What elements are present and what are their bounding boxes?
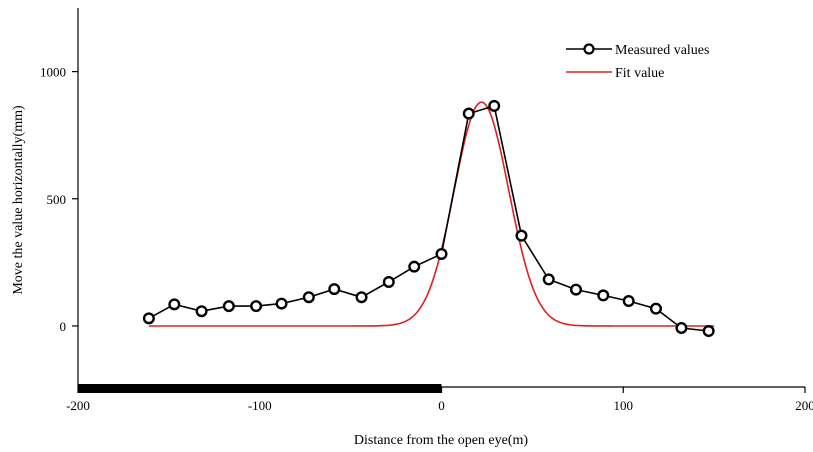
legend: Measured values Fit value [566, 43, 709, 81]
x-tick-labels: -200 -100 0 100 200 [66, 398, 813, 413]
measured-point [408, 260, 421, 273]
x-tick-label: 100 [614, 398, 634, 413]
y-tick-label: 1000 [40, 65, 66, 80]
measured-point [435, 247, 448, 260]
measured-point [649, 302, 662, 315]
x-tick-label: -200 [66, 398, 90, 413]
y-tick-label: 0 [60, 319, 67, 334]
measured-point [569, 283, 582, 296]
x-tick-label: -100 [248, 398, 272, 413]
y-tick-label: 500 [47, 192, 67, 207]
measured-point [142, 312, 155, 325]
x-axis-title: Distance from the open eye(m) [354, 433, 528, 448]
measured-point [382, 275, 395, 288]
measured-point [250, 300, 263, 313]
measured-point [597, 289, 610, 302]
series-layer [142, 99, 715, 338]
measured-point [168, 298, 181, 311]
fit-value-line [148, 101, 715, 327]
measured-point [195, 305, 208, 318]
x-tick-label: 200 [795, 398, 813, 413]
measured-point [622, 295, 635, 308]
measured-point [488, 99, 501, 112]
measured-point [542, 273, 555, 286]
measured-values-line [148, 104, 709, 332]
legend-measured-label: Measured values [615, 43, 709, 58]
measured-point [328, 283, 341, 296]
measured-point [222, 300, 235, 313]
measured-point [275, 297, 288, 310]
measured-point [355, 291, 368, 304]
measured-point [702, 325, 715, 338]
legend-measured-marker [583, 43, 595, 55]
measured-point [302, 291, 315, 304]
measured-point [462, 107, 475, 120]
legend-fit-label: Fit value [615, 66, 664, 81]
y-tick-labels: 0 500 1000 [40, 65, 66, 334]
tick-marks [72, 70, 806, 393]
x-tick-label: 0 [438, 398, 445, 413]
measured-point [515, 229, 528, 242]
y-axis-title: Move the value horizontally(mm) [11, 105, 26, 295]
measured-point [675, 321, 688, 334]
